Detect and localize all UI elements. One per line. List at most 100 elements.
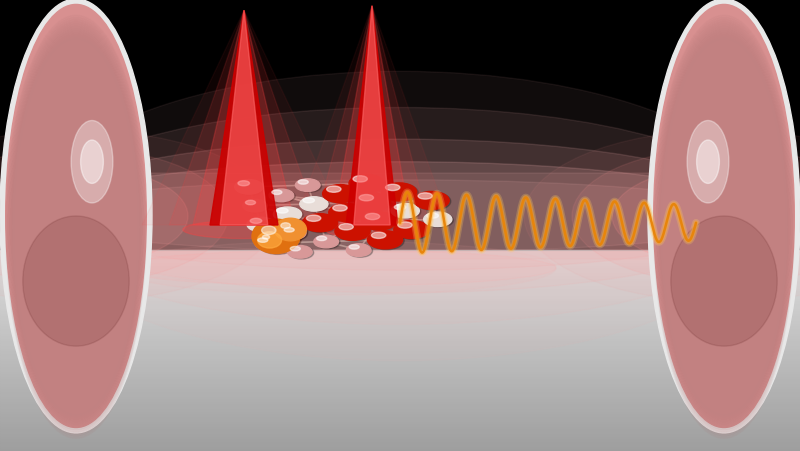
Ellipse shape: [64, 109, 75, 324]
Ellipse shape: [657, 25, 791, 430]
Bar: [0, 255, 800, 258]
Bar: [0, 310, 800, 313]
Ellipse shape: [304, 215, 339, 233]
Polygon shape: [315, 7, 429, 225]
Bar: [0, 263, 800, 265]
Ellipse shape: [59, 109, 70, 324]
Ellipse shape: [14, 39, 138, 415]
Ellipse shape: [257, 238, 281, 251]
Ellipse shape: [359, 195, 374, 202]
Ellipse shape: [734, 110, 745, 323]
Polygon shape: [210, 11, 278, 226]
Ellipse shape: [32, 108, 768, 325]
Bar: [0, 268, 800, 270]
Ellipse shape: [55, 110, 66, 323]
Bar: [0, 303, 800, 305]
Bar: [0, 298, 800, 300]
Ellipse shape: [10, 29, 142, 426]
Ellipse shape: [727, 109, 738, 324]
Ellipse shape: [54, 110, 65, 323]
Ellipse shape: [395, 222, 430, 240]
Ellipse shape: [337, 224, 372, 242]
Ellipse shape: [654, 5, 794, 428]
Bar: [0, 398, 800, 401]
Bar: [0, 383, 800, 386]
Ellipse shape: [0, 0, 152, 433]
Ellipse shape: [15, 44, 137, 411]
Bar: [0, 431, 800, 433]
Bar: [0, 371, 800, 373]
Bar: [0, 283, 800, 285]
Bar: [0, 421, 800, 423]
Bar: [0, 446, 800, 448]
Bar: [0, 313, 800, 316]
Bar: [0, 356, 800, 358]
Bar: [0, 408, 800, 411]
Ellipse shape: [329, 204, 364, 222]
Bar: [0, 290, 800, 293]
Ellipse shape: [287, 246, 312, 258]
Bar: [0, 278, 800, 281]
Ellipse shape: [281, 223, 290, 229]
Ellipse shape: [382, 184, 417, 202]
Ellipse shape: [10, 27, 142, 428]
Bar: [0, 443, 800, 446]
Ellipse shape: [723, 109, 734, 324]
Ellipse shape: [732, 110, 743, 323]
Ellipse shape: [648, 0, 800, 433]
Ellipse shape: [250, 219, 262, 224]
Ellipse shape: [282, 227, 306, 240]
Ellipse shape: [524, 131, 800, 302]
Ellipse shape: [738, 110, 749, 323]
Ellipse shape: [730, 110, 742, 323]
Polygon shape: [354, 7, 390, 225]
Bar: [0, 333, 800, 336]
Polygon shape: [333, 7, 411, 225]
Ellipse shape: [32, 180, 768, 253]
Bar: [0, 321, 800, 323]
Ellipse shape: [7, 20, 145, 434]
Ellipse shape: [65, 109, 76, 324]
Ellipse shape: [56, 110, 67, 323]
Bar: [0, 411, 800, 414]
Bar: [0, 373, 800, 376]
Ellipse shape: [295, 179, 320, 192]
Bar: [0, 265, 800, 268]
Ellipse shape: [306, 216, 321, 222]
Bar: [0, 336, 800, 338]
Ellipse shape: [335, 223, 370, 241]
Ellipse shape: [348, 245, 373, 258]
Ellipse shape: [58, 110, 70, 323]
Ellipse shape: [371, 233, 386, 239]
Bar: [0, 426, 800, 428]
Ellipse shape: [67, 109, 78, 324]
Bar: [0, 416, 800, 419]
Ellipse shape: [69, 108, 81, 325]
Ellipse shape: [325, 221, 419, 239]
Ellipse shape: [13, 37, 139, 417]
Ellipse shape: [32, 162, 768, 271]
Bar: [0, 295, 800, 298]
Ellipse shape: [0, 131, 276, 302]
Ellipse shape: [274, 219, 306, 241]
Ellipse shape: [302, 214, 338, 232]
Ellipse shape: [6, 16, 146, 438]
Ellipse shape: [9, 25, 143, 430]
Bar: [0, 260, 800, 263]
Ellipse shape: [57, 110, 68, 323]
Bar: [0, 396, 800, 398]
Ellipse shape: [726, 109, 738, 324]
Ellipse shape: [274, 207, 302, 222]
Ellipse shape: [346, 244, 371, 257]
Bar: [0, 276, 800, 278]
Ellipse shape: [269, 190, 294, 202]
Ellipse shape: [721, 108, 732, 325]
Bar: [0, 376, 800, 378]
Ellipse shape: [333, 205, 347, 212]
Ellipse shape: [32, 72, 768, 361]
Bar: [0, 448, 800, 451]
Ellipse shape: [277, 209, 288, 214]
Ellipse shape: [317, 237, 326, 241]
Ellipse shape: [6, 5, 146, 428]
Ellipse shape: [355, 194, 390, 212]
